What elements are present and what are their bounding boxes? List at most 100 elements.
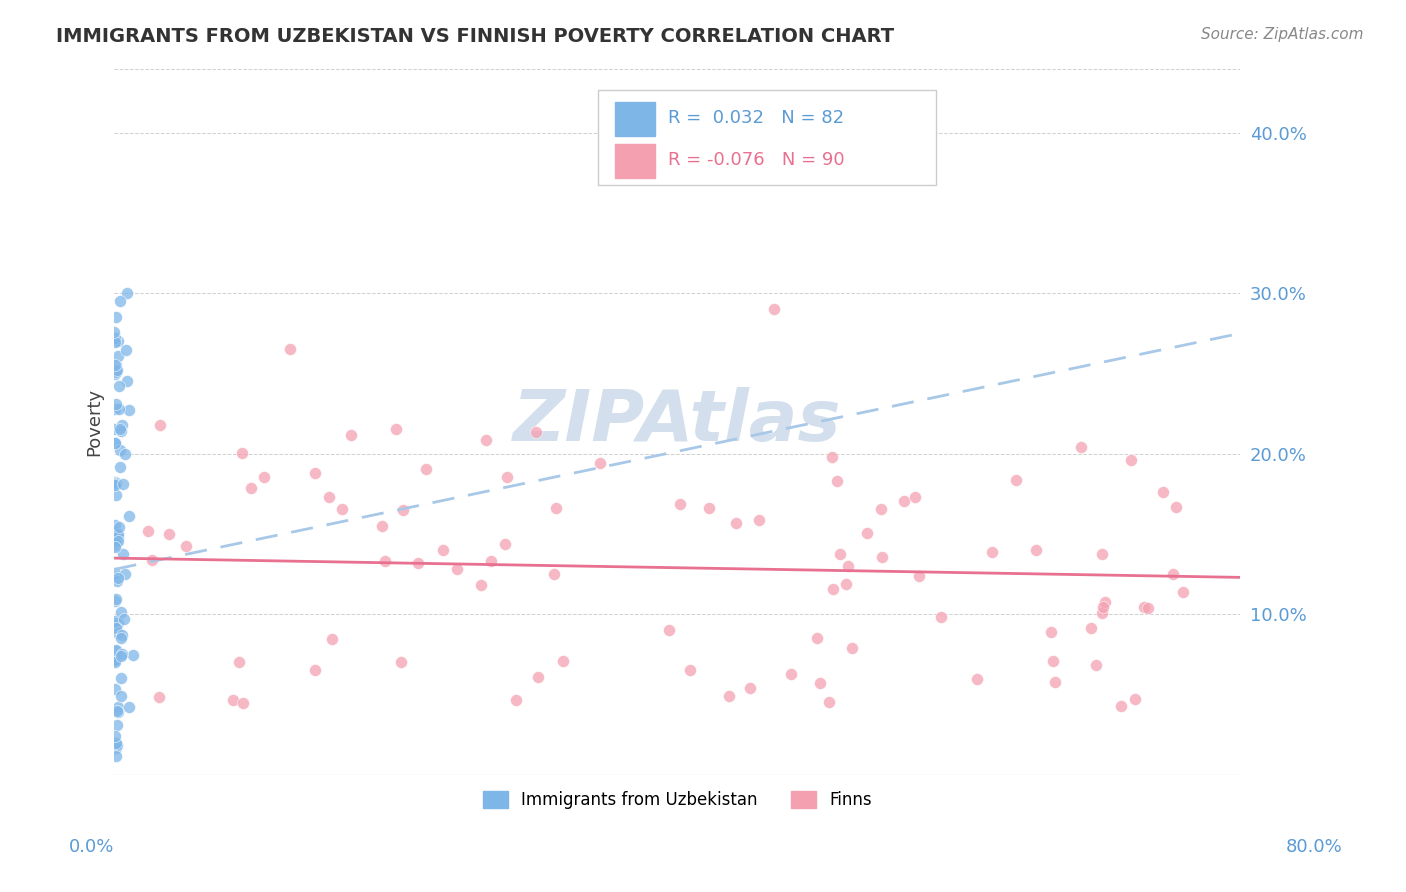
FancyBboxPatch shape [599,90,936,185]
Point [104,532,127,546]
Point [107,615,129,630]
Point [1133,599,1156,614]
Point [240,481,263,495]
Point [818,695,841,709]
Point [149,417,172,432]
Point [105,592,128,607]
Point [253,469,276,483]
Point [104,358,127,372]
Point [141,552,163,566]
Point [392,502,415,516]
Point [107,626,129,640]
Point [104,365,127,379]
Point [841,641,863,656]
Point [105,574,128,588]
Point [104,435,127,450]
Point [1091,606,1114,620]
Point [105,642,128,657]
Point [904,491,927,505]
Point [474,433,496,447]
Point [1039,625,1062,640]
Point [115,343,138,357]
Text: ZIPAtlas: ZIPAtlas [513,387,841,456]
Point [103,422,125,436]
Point [110,606,132,620]
Point [104,740,127,755]
Point [107,530,129,544]
Point [589,457,612,471]
Point [104,401,127,416]
Point [856,525,879,540]
Point [371,519,394,533]
Point [107,519,129,533]
Point [780,666,803,681]
Point [136,524,159,538]
Point [929,610,952,624]
Point [112,612,135,626]
Point [679,663,702,677]
Point [118,699,141,714]
Point [110,647,132,661]
Point [505,693,527,707]
Point [228,655,250,669]
Point [1137,600,1160,615]
Point [107,700,129,714]
Point [110,648,132,663]
Point [740,681,762,695]
Point [104,594,127,608]
Point [1094,595,1116,609]
Point [114,447,136,461]
Point [104,681,127,696]
Legend: Immigrants from Uzbekistan, Finns: Immigrants from Uzbekistan, Finns [477,784,879,816]
Point [697,500,720,515]
Point [121,648,143,662]
Point [105,536,128,550]
Point [835,576,858,591]
Point [321,632,343,646]
Point [872,550,894,565]
Point [111,417,134,432]
Point [821,450,844,464]
Point [105,310,128,325]
Point [104,566,127,581]
Point [107,349,129,363]
Point [1152,484,1174,499]
Point [107,705,129,719]
Point [658,623,681,637]
Point [104,525,127,540]
Point [104,538,127,552]
Point [104,621,127,635]
Point [174,539,197,553]
Point [725,516,748,530]
Point [115,286,138,301]
FancyBboxPatch shape [616,102,655,136]
Point [385,422,408,436]
Point [103,653,125,667]
Point [104,518,127,533]
Point [669,497,692,511]
Point [408,556,430,570]
Point [110,671,132,685]
Point [231,446,253,460]
Point [496,469,519,483]
Point [432,543,454,558]
Point [1043,675,1066,690]
Point [1005,473,1028,487]
Point [104,475,127,490]
Point [1080,621,1102,635]
Point [825,474,848,488]
Point [104,359,127,373]
Point [118,508,141,523]
Text: IMMIGRANTS FROM UZBEKISTAN VS FINNISH POVERTY CORRELATION CHART: IMMIGRANTS FROM UZBEKISTAN VS FINNISH PO… [56,27,894,45]
Point [104,477,127,491]
Point [808,676,831,690]
Point [104,652,127,666]
Point [107,718,129,732]
Point [870,502,893,516]
Point [104,540,127,554]
Point [966,672,988,686]
Point [893,493,915,508]
Text: R =  0.032   N = 82: R = 0.032 N = 82 [668,109,845,127]
Point [110,631,132,645]
Point [748,513,770,527]
